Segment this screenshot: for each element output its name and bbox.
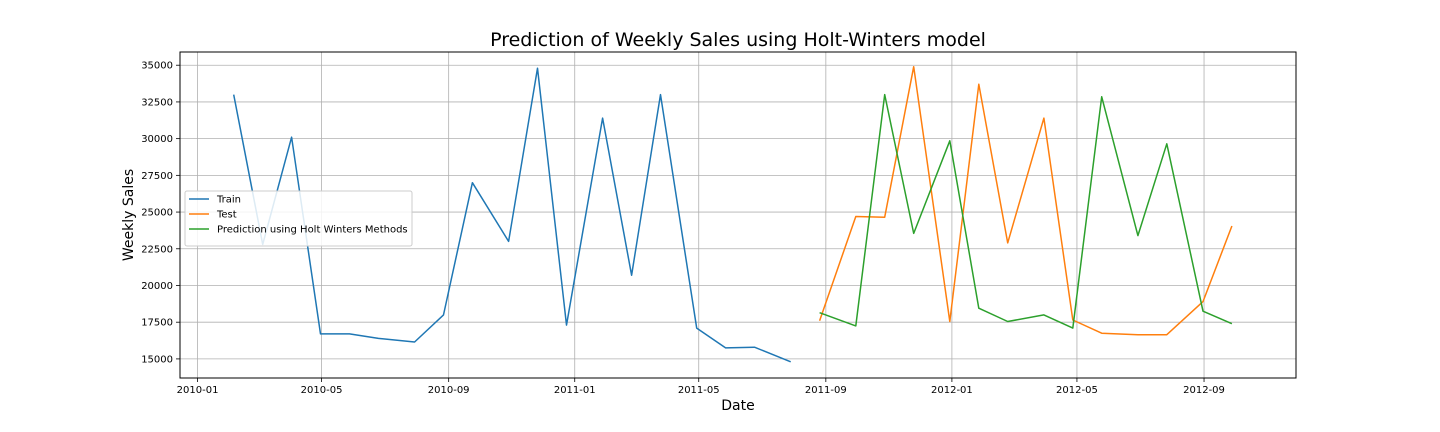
- x-tick-label: 2012-09: [1183, 385, 1225, 396]
- x-tick-label: 2010-01: [177, 385, 219, 396]
- x-axis-title: Date: [721, 398, 754, 414]
- x-tick-label: 2011-01: [554, 385, 596, 396]
- x-tick-label: 2012-01: [931, 385, 973, 396]
- legend-label: Train: [216, 195, 241, 206]
- series-line-prediction-using-holt-winters-methods: [819, 93, 1233, 329]
- y-axis-title: Weekly Sales: [121, 169, 137, 261]
- series-line-train: [232, 67, 791, 363]
- series-line-test: [818, 65, 1233, 336]
- legend-box: [184, 190, 413, 247]
- x-tick-label: 2011-05: [678, 385, 720, 396]
- y-tick-label: 35000: [141, 61, 173, 72]
- y-tick-label: 17500: [141, 318, 173, 329]
- plot-area-frame: [179, 51, 1297, 379]
- y-axis: 15000 17500 20000 22500 25000 27500 30000 32500…: [141, 61, 180, 365]
- grid: [180, 52, 1296, 378]
- series-lines: [232, 65, 1233, 363]
- legend-label: Test: [216, 210, 237, 221]
- x-tick-label: 2011-09: [805, 385, 847, 396]
- y-tick-label: 25000: [141, 208, 173, 219]
- y-tick-label: 30000: [141, 134, 173, 145]
- x-tick-label: 2010-09: [428, 385, 470, 396]
- chart-title: Prediction of Weekly Sales using Holt-Wi…: [490, 29, 986, 51]
- y-tick-label: 15000: [141, 354, 173, 365]
- y-tick-label: 22500: [141, 244, 173, 255]
- x-tick-label: 2010-05: [301, 385, 343, 396]
- legend-label: Prediction using Holt Winters Methods: [217, 225, 408, 236]
- y-tick-label: 27500: [141, 171, 173, 182]
- y-tick-label: 20000: [141, 281, 173, 292]
- y-tick-label: 32500: [141, 97, 173, 108]
- legend: Train Test Prediction using Holt Winters M…: [184, 190, 413, 247]
- x-axis: 2010-01 2010-05 2010-09 2011-01 2011-05 2011-…: [177, 378, 1225, 396]
- x-tick-label: 2012-05: [1056, 385, 1098, 396]
